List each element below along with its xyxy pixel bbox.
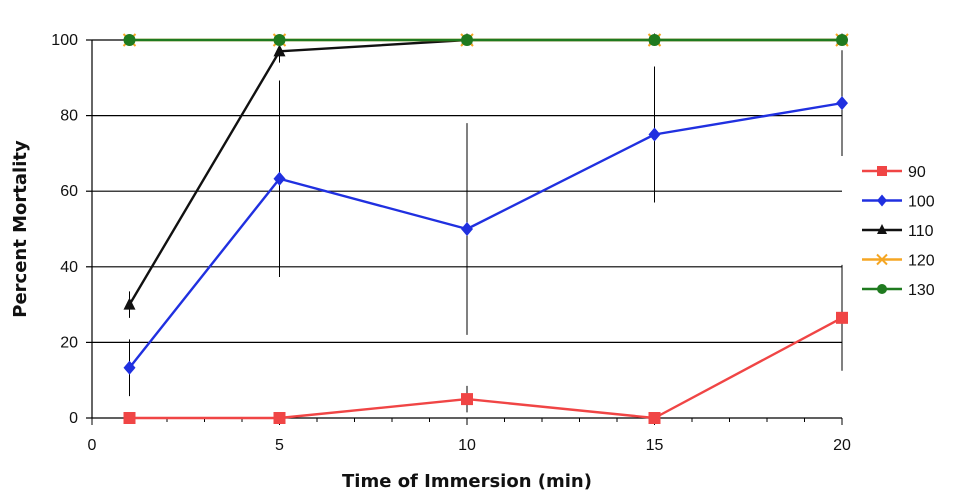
x-tick-label: 10 — [458, 437, 476, 454]
data-point-90 — [461, 393, 473, 406]
data-point-100 — [836, 96, 848, 111]
legend-label-100: 100 — [908, 194, 935, 211]
y-tick-label: 0 — [69, 410, 78, 427]
legend-marker-130 — [877, 284, 887, 294]
error-bars — [129, 40, 843, 413]
legend-marker-90 — [877, 166, 887, 176]
data-point-110 — [123, 297, 136, 310]
data-point-130 — [123, 34, 136, 46]
data-point-90 — [123, 412, 136, 424]
series-line-90 — [129, 316, 843, 420]
legend-label-90: 90 — [908, 164, 926, 181]
data-point-100 — [461, 222, 473, 236]
y-tick-label: 60 — [60, 183, 78, 200]
series-markers — [122, 33, 849, 424]
legend: 90 100 110 120 130 — [862, 164, 935, 299]
series-lines — [128, 38, 843, 420]
data-point-130 — [648, 34, 661, 46]
y-tick-label: 100 — [51, 32, 78, 49]
x-axis-title: Time of Immersion (min) — [342, 471, 592, 492]
y-tick-label: 20 — [60, 334, 78, 351]
x-tick-label: 20 — [833, 437, 851, 454]
data-point-100 — [123, 360, 136, 375]
y-tick-label: 80 — [60, 108, 78, 125]
data-point-130 — [461, 34, 473, 46]
tick-labels: 0 20 40 60 80 100 0 5 10 15 20 — [51, 32, 851, 454]
data-point-100 — [648, 127, 661, 142]
legend-marker-120 — [876, 253, 888, 266]
data-point-100 — [273, 171, 286, 186]
data-point-90 — [836, 311, 848, 324]
legend-marker-110 — [877, 224, 887, 234]
x-tick-label: 0 — [88, 437, 97, 454]
y-tick-label: 40 — [60, 259, 78, 276]
data-point-90 — [273, 412, 286, 424]
x-tick-label: 15 — [646, 437, 664, 454]
legend-label-130: 130 — [908, 282, 935, 299]
y-axis-title: Percent Mortality — [10, 140, 31, 318]
series-line-110 — [128, 38, 842, 306]
series-line-100 — [128, 101, 843, 369]
x-tick-label: 5 — [275, 437, 284, 454]
data-point-130 — [836, 34, 848, 46]
data-point-110 — [273, 44, 286, 57]
legend-label-110: 110 — [908, 223, 934, 240]
legend-label-120: 120 — [908, 253, 935, 270]
data-point-130 — [273, 34, 286, 46]
legend-marker-100 — [877, 194, 887, 207]
data-point-90 — [648, 412, 661, 424]
